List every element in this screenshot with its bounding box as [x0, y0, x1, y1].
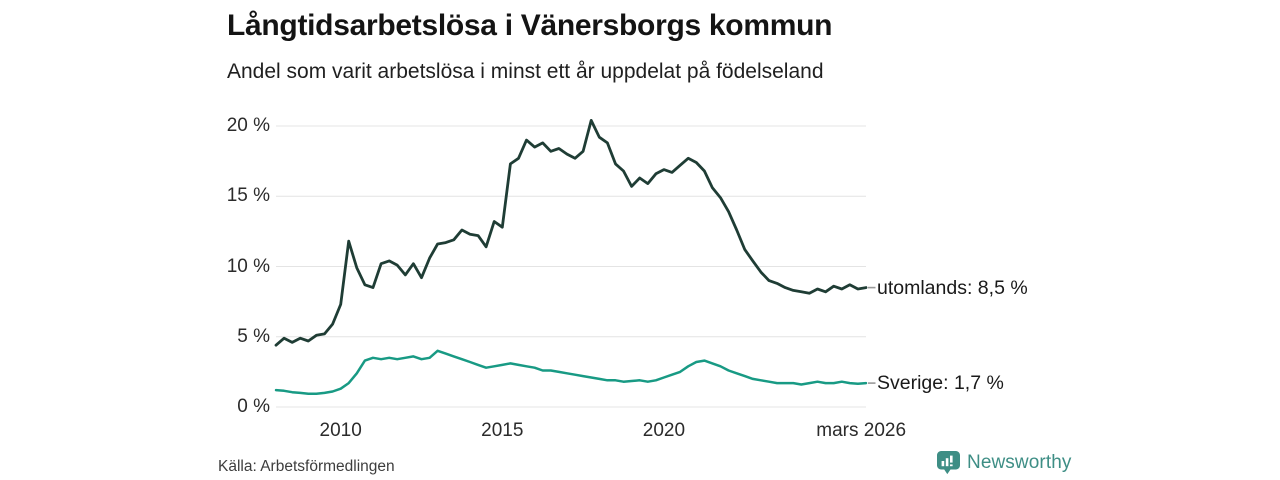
x-tick-label: 2020	[642, 420, 686, 441]
y-tick-label: 0 %	[237, 396, 270, 417]
source-caption: Källa: Arbetsförmedlingen	[218, 458, 395, 475]
newsworthy-logo: Newsworthy	[936, 450, 1071, 476]
series-line-Sverige	[274, 349, 868, 395]
page-subtitle: Andel som varit arbetslösa i minst ett å…	[227, 60, 824, 83]
x-tick-label: 2010	[319, 420, 362, 441]
series-label-utomlands: utomlands: 8,5 %	[877, 276, 1028, 299]
newsworthy-wordmark: Newsworthy	[967, 452, 1072, 473]
newsworthy-bar-chart-bubble-icon	[937, 451, 960, 475]
y-tick-label: 15 %	[226, 185, 270, 207]
y-tick-label: 10 %	[226, 255, 270, 277]
page-title: Långtidsarbetslösa i Vänersborgs kommun	[227, 9, 833, 42]
series-label-Sverige: Sverige: 1,7 %	[877, 372, 1004, 395]
series-line-utomlands	[274, 119, 868, 347]
x-tick-label: mars 2026	[816, 420, 907, 441]
y-tick-label: 20 %	[226, 115, 270, 136]
y-tick-label: 5 %	[237, 325, 270, 347]
x-tick-label: 2015	[481, 420, 524, 441]
